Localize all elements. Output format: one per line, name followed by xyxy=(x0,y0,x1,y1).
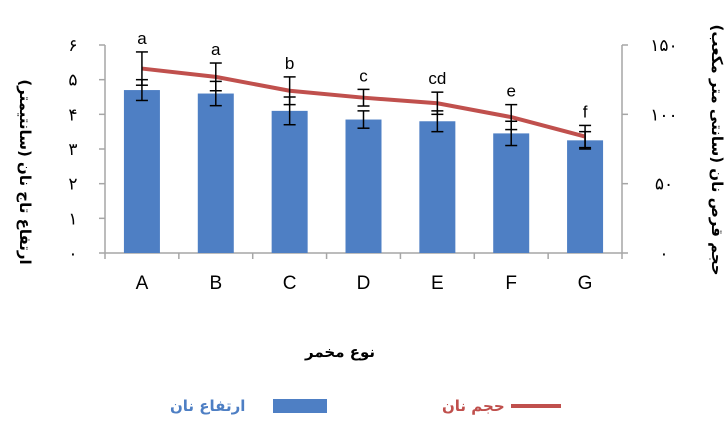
height-bar xyxy=(493,133,530,253)
left-tick-label: ۰ xyxy=(68,244,77,264)
significance-letter: cd xyxy=(428,69,446,88)
left-tick-label: ۵ xyxy=(68,71,77,91)
legend-line: حجم نان xyxy=(442,394,561,418)
significance-letter: a xyxy=(211,40,221,59)
right-tick-label: ۱۵۰ xyxy=(650,36,677,56)
left-tick-label: ۶ xyxy=(68,36,77,56)
labels: ۰ ۱ ۲ ۳ ۴ ۵ ۶ ۰ ۵۰ ۱۰۰ ۱۵۰ A B C D E F Ga a b c cd e f xyxy=(68,29,677,294)
height-bar xyxy=(345,119,382,254)
significance-letter: b xyxy=(285,54,294,73)
height-bar xyxy=(567,140,604,253)
left-tick-label: ۴ xyxy=(68,105,77,125)
significance-letter: a xyxy=(137,29,147,48)
legend-bar: ارتفاع نان xyxy=(170,394,328,418)
legend-line-label: حجم نان xyxy=(442,397,505,415)
significance-letter: c xyxy=(359,66,368,85)
category-label: D xyxy=(357,273,371,294)
height-bar xyxy=(123,90,160,253)
category-label: C xyxy=(283,273,297,294)
significance-letter: e xyxy=(506,82,515,101)
left-tick-label: ۱ xyxy=(68,209,77,229)
height-bar xyxy=(271,110,308,253)
bars xyxy=(123,78,604,254)
height-bar xyxy=(419,121,456,254)
legend-bar-label: ارتفاع نان xyxy=(170,397,246,415)
right-tick-label: ۰ xyxy=(659,244,668,264)
right-tick-label: ۵۰ xyxy=(655,175,673,195)
legend-bar-swatch xyxy=(273,399,328,413)
category-label: G xyxy=(578,273,593,294)
significance-letter: f xyxy=(583,102,588,121)
left-tick-label: ۳ xyxy=(68,140,77,160)
category-label: F xyxy=(505,273,517,294)
legend-line-swatch xyxy=(510,404,561,408)
left-axis-title: ارتفاع تاج نان (سانتیمتر) xyxy=(16,79,34,264)
left-tick-label: ۲ xyxy=(68,175,77,195)
volume-line xyxy=(135,51,592,149)
right-axis-title: حجم قرص نان (سانتی متر مکعب) xyxy=(708,24,726,275)
x-axis-title: نوع مخمر xyxy=(304,343,375,361)
category-label: E xyxy=(431,273,444,294)
category-label: B xyxy=(209,273,222,294)
category-label: A xyxy=(136,273,149,294)
right-tick-label: ۱۰۰ xyxy=(650,105,677,125)
height-bar xyxy=(197,93,234,254)
